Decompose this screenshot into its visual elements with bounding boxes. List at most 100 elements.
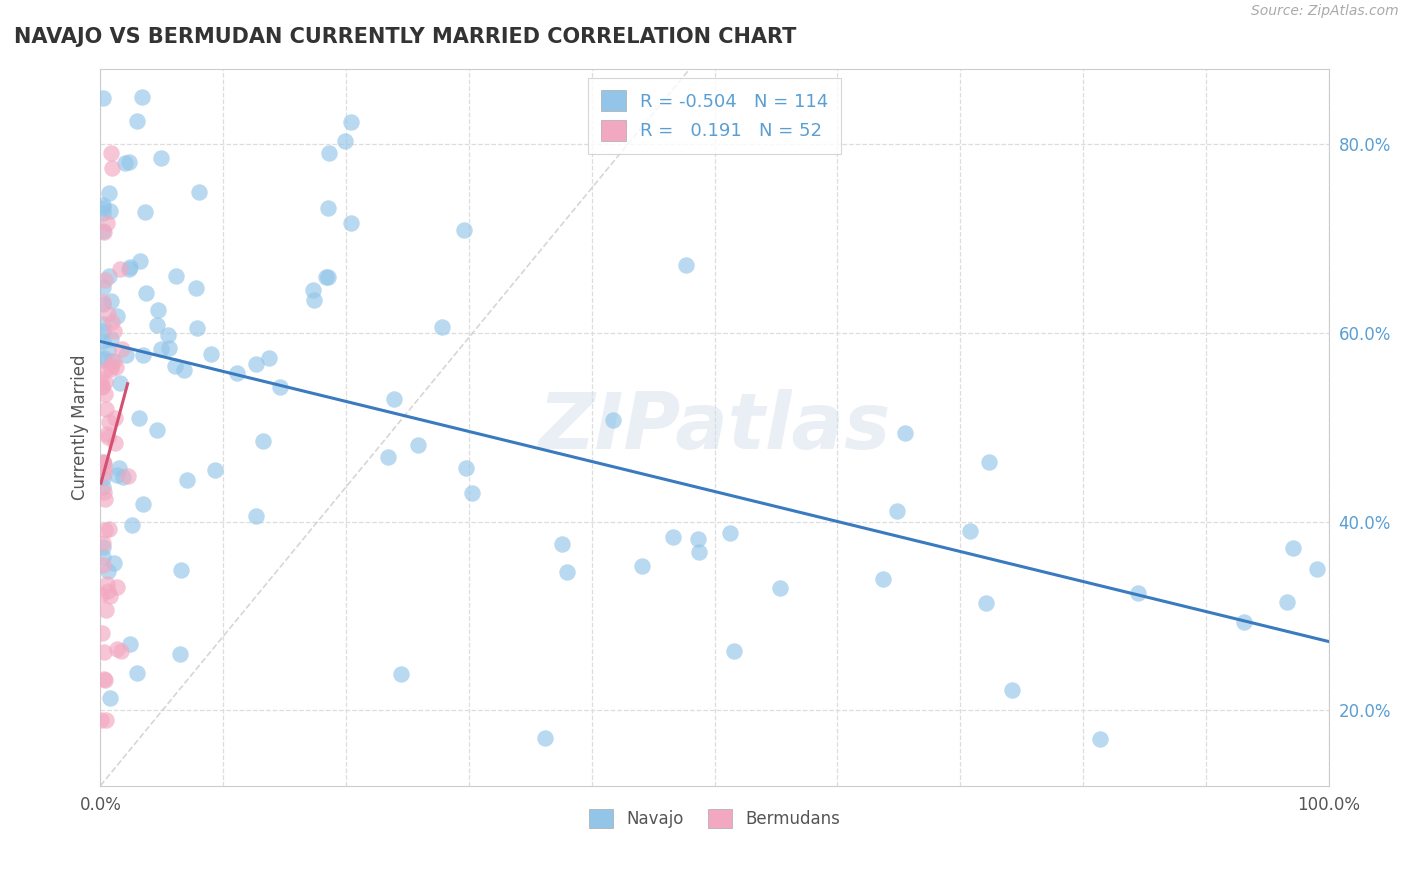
- Point: [110, 261, 132, 276]
- Point: [718, 525, 741, 540]
- Point: [1001, 683, 1024, 698]
- Point: [302, 293, 325, 307]
- Point: [134, 205, 156, 219]
- Point: [104, 359, 127, 374]
- Point: [91, 198, 114, 212]
- Point: [114, 155, 136, 169]
- Point: [98, 691, 121, 706]
- Point: [91, 297, 114, 311]
- Point: [662, 530, 685, 544]
- Point: [551, 537, 574, 551]
- Point: [91, 201, 114, 215]
- Legend: Navajo, Bermudans: Navajo, Bermudans: [582, 802, 846, 835]
- Point: [886, 504, 908, 518]
- Point: [91, 206, 114, 220]
- Point: [150, 343, 173, 357]
- Point: [157, 342, 180, 356]
- Point: [96, 426, 118, 441]
- Point: [1306, 561, 1329, 575]
- Point: [97, 307, 120, 321]
- Point: [894, 426, 917, 441]
- Point: [131, 90, 153, 104]
- Point: [108, 376, 131, 390]
- Point: [90, 372, 112, 386]
- Point: [93, 460, 115, 475]
- Text: NAVAJO VS BERMUDAN CURRENTLY MARRIED CORRELATION CHART: NAVAJO VS BERMUDAN CURRENTLY MARRIED COR…: [14, 27, 796, 46]
- Point: [974, 596, 997, 610]
- Point: [117, 469, 139, 483]
- Point: [111, 343, 134, 357]
- Point: [90, 626, 112, 640]
- Point: [135, 286, 157, 301]
- Point: [98, 268, 121, 283]
- Point: [98, 186, 121, 200]
- Point: [333, 134, 356, 148]
- Point: [406, 438, 429, 452]
- Point: [1233, 615, 1256, 629]
- Point: [127, 113, 149, 128]
- Point: [91, 558, 114, 573]
- Point: [103, 324, 125, 338]
- Point: [165, 269, 187, 284]
- Point: [156, 328, 179, 343]
- Point: [132, 496, 155, 510]
- Point: [93, 456, 115, 470]
- Point: [93, 485, 115, 500]
- Point: [94, 362, 117, 376]
- Point: [91, 294, 114, 309]
- Point: [461, 485, 484, 500]
- Point: [91, 224, 114, 238]
- Point: [91, 455, 114, 469]
- Point: [377, 450, 399, 464]
- Point: [257, 351, 280, 365]
- Point: [97, 430, 120, 444]
- Point: [97, 564, 120, 578]
- Point: [94, 523, 117, 537]
- Point: [129, 253, 152, 268]
- Point: [186, 281, 208, 295]
- Point: [94, 273, 117, 287]
- Point: [176, 473, 198, 487]
- Point: [454, 460, 477, 475]
- Point: [105, 580, 128, 594]
- Point: [97, 584, 120, 599]
- Point: [391, 667, 413, 681]
- Point: [186, 320, 208, 334]
- Point: [204, 463, 226, 477]
- Point: [93, 492, 115, 507]
- Point: [91, 317, 114, 331]
- Point: [245, 357, 267, 371]
- Point: [91, 334, 114, 349]
- Point: [675, 259, 697, 273]
- Point: [125, 665, 148, 680]
- Point: [111, 470, 134, 484]
- Point: [98, 203, 121, 218]
- Point: [688, 532, 710, 546]
- Point: [169, 647, 191, 661]
- Point: [315, 269, 337, 284]
- Point: [121, 517, 143, 532]
- Point: [94, 401, 117, 416]
- Point: [91, 540, 114, 554]
- Point: [132, 348, 155, 362]
- Point: [100, 332, 122, 346]
- Point: [872, 572, 894, 586]
- Point: [1088, 731, 1111, 746]
- Point: [959, 524, 981, 539]
- Point: [555, 565, 578, 579]
- Point: [94, 673, 117, 687]
- Point: [91, 379, 114, 393]
- Point: [269, 380, 291, 394]
- Point: [93, 225, 115, 239]
- Point: [769, 581, 792, 595]
- Point: [200, 347, 222, 361]
- Point: [301, 283, 323, 297]
- Point: [1275, 594, 1298, 608]
- Point: [91, 471, 114, 485]
- Point: [107, 642, 129, 657]
- Point: [128, 411, 150, 425]
- Point: [97, 415, 120, 429]
- Point: [91, 455, 114, 469]
- Point: [100, 362, 122, 376]
- Point: [977, 455, 1000, 469]
